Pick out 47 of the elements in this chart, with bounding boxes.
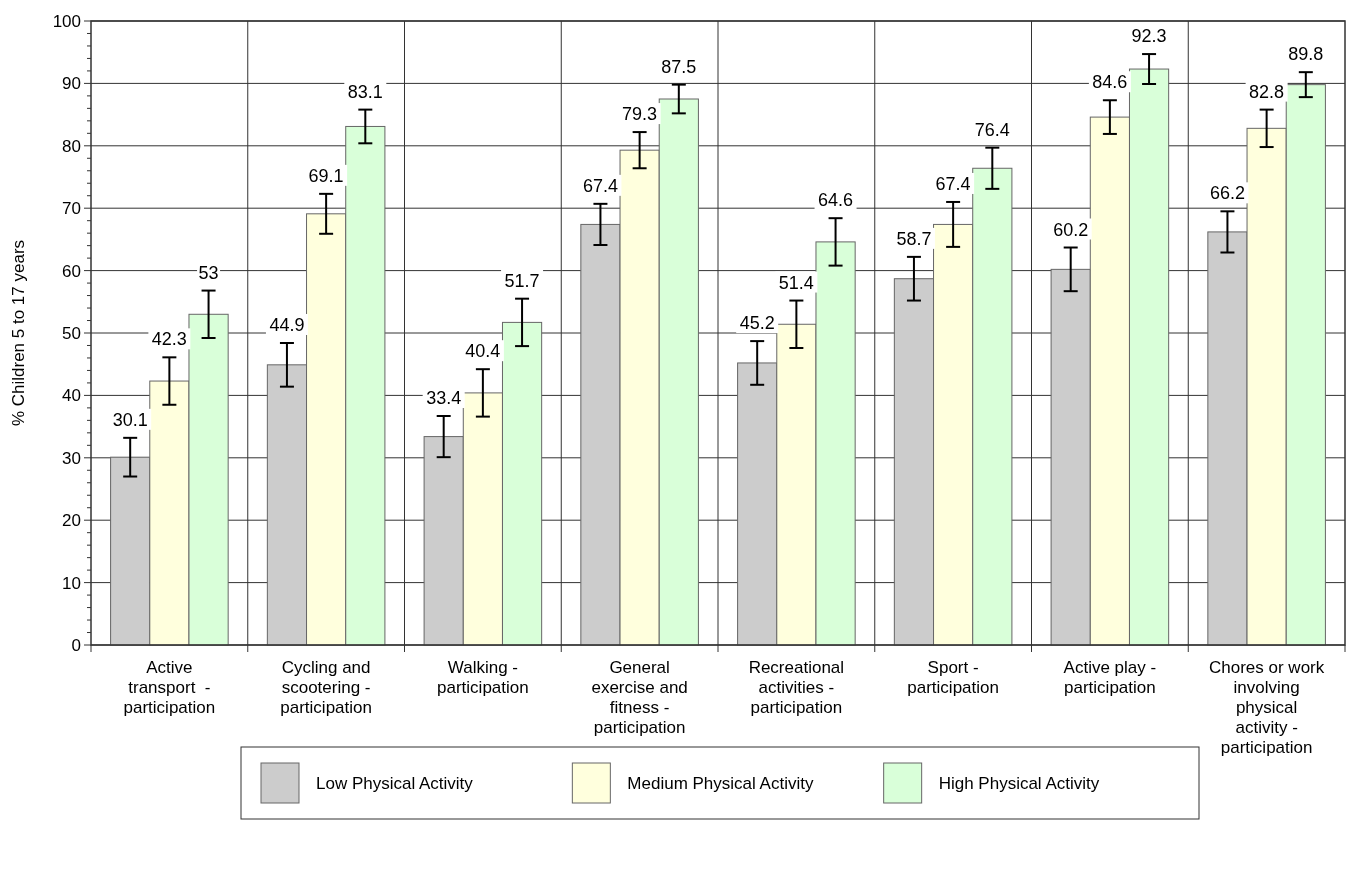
data-label: 84.6 xyxy=(1092,72,1128,93)
y-tick-label: 100 xyxy=(52,11,81,31)
y-tick-label: 50 xyxy=(62,323,81,343)
data-label: 64.6 xyxy=(818,190,854,211)
data-label: 45.2 xyxy=(739,313,775,334)
data-label: 89.8 xyxy=(1288,44,1324,65)
legend-label: Low Physical Activity xyxy=(316,773,474,793)
y-tick-label: 40 xyxy=(62,386,81,406)
y-tick-label: 80 xyxy=(62,136,81,156)
data-label: 53 xyxy=(198,262,219,283)
data-label: 82.8 xyxy=(1249,81,1285,102)
data-label: 42.3 xyxy=(151,329,187,350)
x-tick-label: Recreational activities - participation xyxy=(748,658,845,717)
data-label: 92.3 xyxy=(1131,26,1167,47)
data-label: 51.7 xyxy=(504,270,540,291)
legend-label: High Physical Activity xyxy=(938,773,1100,793)
y-tick-label: 20 xyxy=(62,511,81,531)
y-axis-title: % Children 5 to 17 years xyxy=(9,239,28,427)
data-label: 60.2 xyxy=(1053,219,1089,240)
y-tick-label: 0 xyxy=(71,635,81,655)
x-tick-label: General exercise and fitness - participation xyxy=(591,658,688,737)
x-tick-label: Active transport - participation xyxy=(123,658,216,717)
x-tick-label: Walking - participation xyxy=(437,658,529,697)
data-label: 76.4 xyxy=(974,119,1010,140)
data-label: 67.4 xyxy=(582,175,618,196)
data-label: 30.1 xyxy=(112,409,148,430)
x-tick-label: Cycling and scootering - participation xyxy=(280,658,372,717)
data-label: 66.2 xyxy=(1209,183,1245,204)
data-label: 79.3 xyxy=(622,104,658,125)
x-tick-label: Chores or work involving physical activity - participation xyxy=(1208,658,1325,757)
data-label: 87.5 xyxy=(661,56,697,77)
y-tick-label: 10 xyxy=(62,573,81,593)
data-label: 33.4 xyxy=(426,387,462,408)
y-tick-label: 90 xyxy=(62,74,81,94)
data-label: 67.4 xyxy=(935,173,971,194)
y-tick-label: 30 xyxy=(62,448,81,468)
legend-label: Medium Physical Activity xyxy=(627,773,814,793)
data-label: 69.1 xyxy=(308,165,344,186)
data-label: 44.9 xyxy=(269,314,305,335)
data-label: 83.1 xyxy=(347,81,383,102)
data-label: 40.4 xyxy=(465,341,501,362)
data-label: 51.4 xyxy=(778,272,814,293)
y-tick-label: 70 xyxy=(62,199,81,219)
x-tick-label: Active play - participation xyxy=(1063,658,1157,697)
y-tick-label: 60 xyxy=(62,261,81,281)
x-tick-label: Sport - participation xyxy=(907,658,999,697)
data-label: 58.7 xyxy=(896,228,932,249)
